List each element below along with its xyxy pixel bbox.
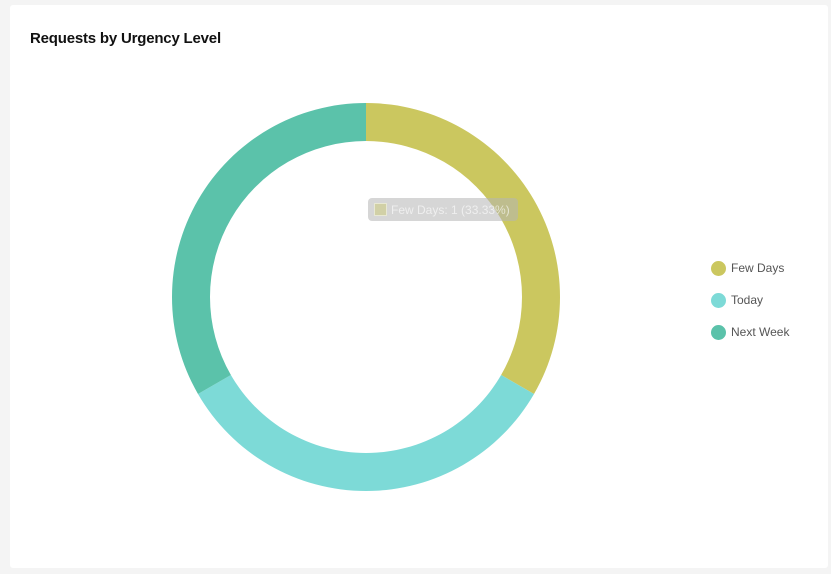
tooltip-text: Few Days: 1 (33.33%) (391, 202, 510, 217)
legend-item[interactable]: Today (711, 284, 789, 316)
slice-few-days[interactable] (366, 103, 560, 394)
slice-next-week[interactable] (172, 103, 366, 394)
legend-label: Today (731, 293, 764, 307)
legend-swatch (711, 260, 726, 276)
chart-title: Requests by Urgency Level (30, 30, 221, 47)
legend-swatch (711, 292, 726, 308)
legend-swatch (711, 324, 726, 340)
legend-label: Next Week (731, 325, 790, 339)
tooltip-swatch (374, 203, 387, 216)
slice-today[interactable] (197, 375, 535, 491)
legend-item[interactable]: Next Week (711, 316, 789, 348)
legend-label: Few Days (731, 261, 785, 275)
legend: Few Days Today Next Week (711, 252, 789, 348)
legend-item[interactable]: Few Days (711, 252, 789, 284)
tooltip: Few Days: 1 (33.33%) (368, 198, 518, 221)
